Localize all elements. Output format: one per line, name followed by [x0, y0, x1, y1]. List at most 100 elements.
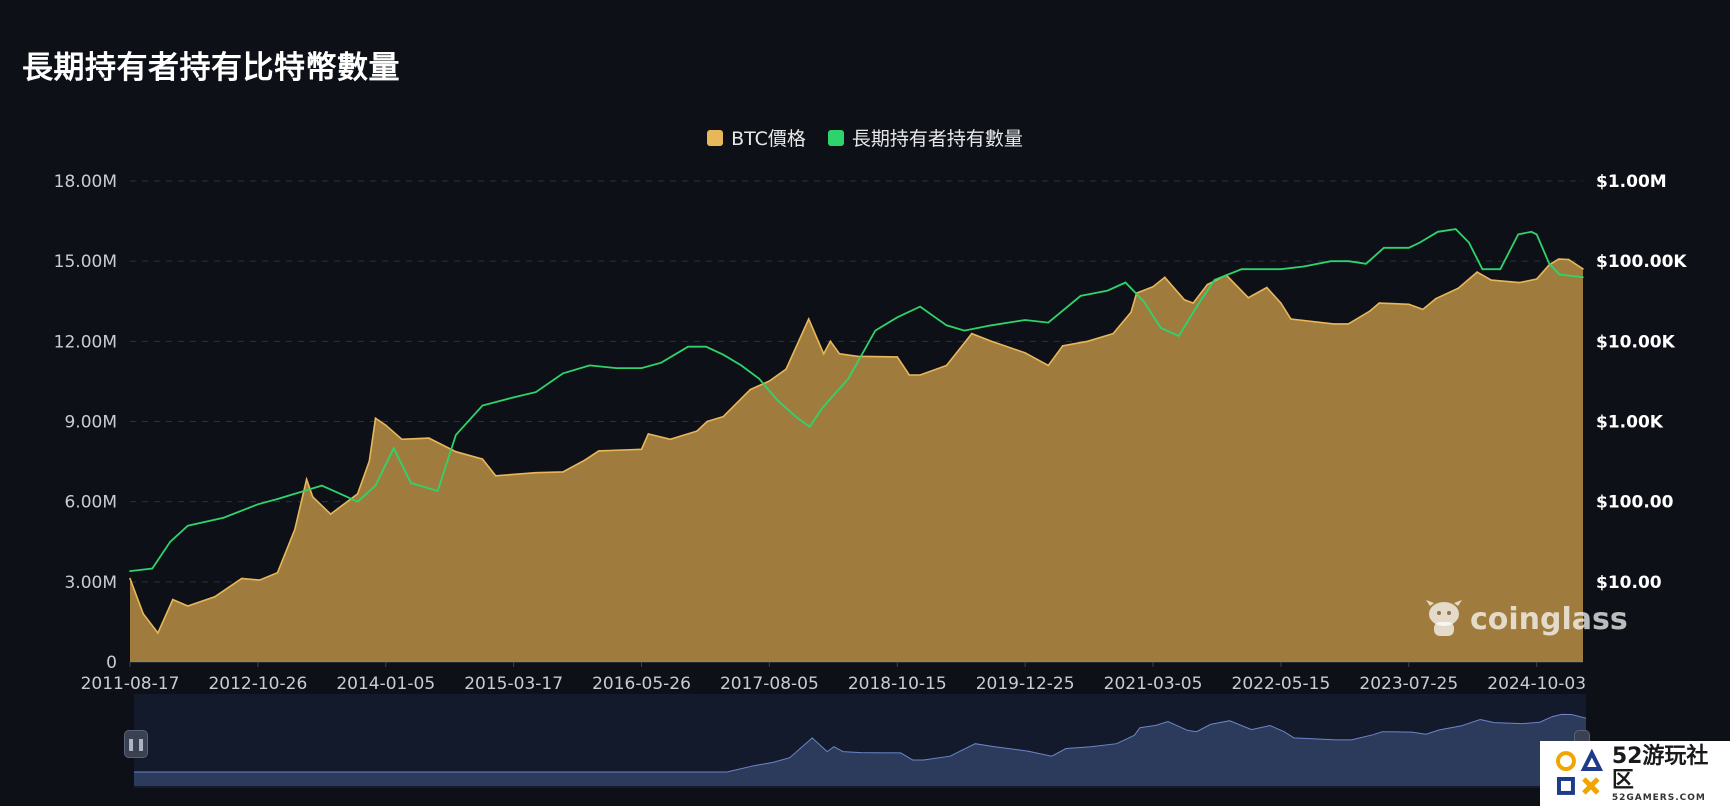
- data-point-lth-supply: [338, 492, 341, 495]
- data-point-lth-supply: [481, 404, 484, 407]
- data-point-lth-supply: [257, 503, 259, 506]
- y-right-tick-label: $100.00: [1596, 493, 1674, 513]
- data-point-btc-price: [647, 433, 650, 435]
- data-point-lth-supply: [1499, 268, 1502, 271]
- data-point-btc-price: [1206, 283, 1209, 286]
- data-point-lth-supply: [990, 324, 993, 327]
- data-point-lth-supply: [1079, 295, 1082, 297]
- data-point-lth-supply: [1240, 268, 1243, 271]
- x-tick-label: 2016-05-26: [592, 674, 691, 694]
- data-point-lth-supply: [1303, 265, 1305, 268]
- data-point-btc-price: [1024, 352, 1026, 354]
- data-point-lth-supply: [758, 377, 760, 380]
- data-point-lth-supply: [1047, 321, 1050, 324]
- data-point-lth-supply: [794, 415, 796, 418]
- data-point-lth-supply: [1481, 268, 1484, 271]
- data-point-btc-price: [785, 368, 787, 370]
- watermark-text: coinglass: [1470, 601, 1628, 637]
- data-point-lth-supply: [1558, 273, 1561, 276]
- data-point-lth-supply: [1408, 247, 1410, 249]
- data-point-btc-price: [1047, 364, 1050, 367]
- chart-legend: BTC價格 長期持有者持有數量: [0, 124, 1730, 151]
- data-point-btc-price: [822, 353, 825, 355]
- data-point-btc-price: [305, 478, 308, 481]
- y-left-tick-label: 3.00M: [64, 573, 117, 593]
- data-point-lth-supply: [410, 482, 412, 484]
- x-tick-label: 2021-03-05: [1104, 674, 1203, 694]
- data-point-btc-price: [258, 579, 261, 581]
- x-tick-label: 2012-10-26: [208, 674, 307, 694]
- data-point-lth-supply: [1454, 228, 1457, 230]
- data-point-btc-price: [1435, 297, 1437, 300]
- data-point-lth-supply: [129, 570, 131, 572]
- data-point-btc-price: [829, 340, 832, 343]
- mascot-icon: [1426, 600, 1462, 636]
- data-point-btc-price: [240, 577, 243, 580]
- navigator-line: [134, 713, 1587, 773]
- data-point-btc-price: [1192, 302, 1194, 304]
- data-point-lth-supply: [660, 361, 662, 364]
- data-point-btc-price: [838, 353, 841, 355]
- data-point-btc-price: [971, 332, 973, 335]
- data-point-btc-price: [1130, 311, 1132, 314]
- data-point-btc-price: [669, 438, 672, 441]
- data-point-lth-supply: [1213, 279, 1216, 281]
- data-point-lth-supply: [535, 391, 537, 393]
- data-point-lth-supply: [705, 345, 707, 348]
- data-point-btc-price: [696, 430, 698, 432]
- data-point-btc-price: [919, 374, 921, 376]
- data-point-lth-supply: [808, 426, 811, 428]
- data-point-btc-price: [455, 450, 457, 453]
- y-right-tick-label: $10.00: [1596, 573, 1662, 593]
- data-point-lth-supply: [512, 396, 515, 399]
- data-point-lth-supply: [385, 463, 387, 466]
- data-point-lth-supply: [776, 399, 779, 401]
- data-point-btc-price: [368, 460, 371, 463]
- data-point-lth-supply: [151, 567, 154, 570]
- data-point-lth-supply: [874, 329, 877, 332]
- data-point-btc-price: [481, 458, 484, 460]
- y-left-tick-label: 9.00M: [64, 413, 117, 433]
- site-badge[interactable]: 52游玩社区 52GAMERS.COM: [1540, 741, 1730, 806]
- data-point-btc-price: [1280, 302, 1282, 304]
- data-point-btc-price: [1332, 323, 1335, 325]
- data-point-lth-supply: [687, 345, 689, 348]
- y-right-tick-label: $1.00M: [1596, 172, 1667, 192]
- data-point-btc-price: [1152, 285, 1154, 288]
- y-axis-right: $10.00 $100.00 $1.00K $10.00K $100.00K $1.00M: [1596, 172, 1687, 593]
- data-point-btc-price: [1112, 332, 1114, 335]
- data-point-lth-supply: [1517, 233, 1519, 236]
- x-tick-label: 2014-01-05: [336, 674, 435, 694]
- legend-item-lth-supply[interactable]: 長期持有者持有數量: [827, 124, 1023, 151]
- y-left-tick-label: 6.00M: [64, 493, 117, 513]
- badge-main-text: 52游玩社区: [1611, 743, 1709, 793]
- data-point-lth-supply: [1195, 305, 1198, 308]
- data-point-btc-price: [584, 459, 586, 461]
- series-area-btc-price: [130, 259, 1583, 662]
- data-point-lth-supply: [1347, 260, 1350, 263]
- data-point-btc-price: [1086, 340, 1089, 343]
- data-point-lth-supply: [455, 434, 457, 436]
- y-right-tick-label: $10.00K: [1596, 332, 1676, 352]
- x-axis: 2011-08-17 2012-10-26 2014-01-05 2015-03-17…: [81, 662, 1586, 694]
- data-point-lth-supply: [1178, 335, 1180, 337]
- data-point-btc-price: [640, 448, 643, 451]
- legend-item-btc-price[interactable]: BTC價格: [707, 124, 806, 151]
- x-tick-label: 2024-10-03: [1487, 674, 1586, 694]
- data-point-btc-price: [1347, 323, 1350, 325]
- data-point-lth-supply: [1280, 268, 1282, 271]
- data-point-lth-supply: [821, 407, 823, 409]
- legend-label-lth-supply: 長期持有者持有數量: [851, 128, 1023, 150]
- data-point-lth-supply: [722, 353, 725, 356]
- data-point-btc-price: [428, 437, 430, 439]
- data-point-btc-price: [1061, 345, 1064, 347]
- navigator-left-handle[interactable]: ❚❚: [124, 730, 148, 758]
- data-point-lth-supply: [1124, 281, 1127, 284]
- data-point-lth-supply: [392, 447, 395, 450]
- y-axis-left: 0 3.00M 6.00M 9.00M 12.00M 15.00M 18.00M: [54, 172, 117, 673]
- range-navigator[interactable]: [134, 694, 1587, 788]
- data-point-btc-price: [129, 577, 131, 580]
- y-left-tick-label: 0: [106, 653, 117, 673]
- data-point-lth-supply: [1142, 300, 1145, 303]
